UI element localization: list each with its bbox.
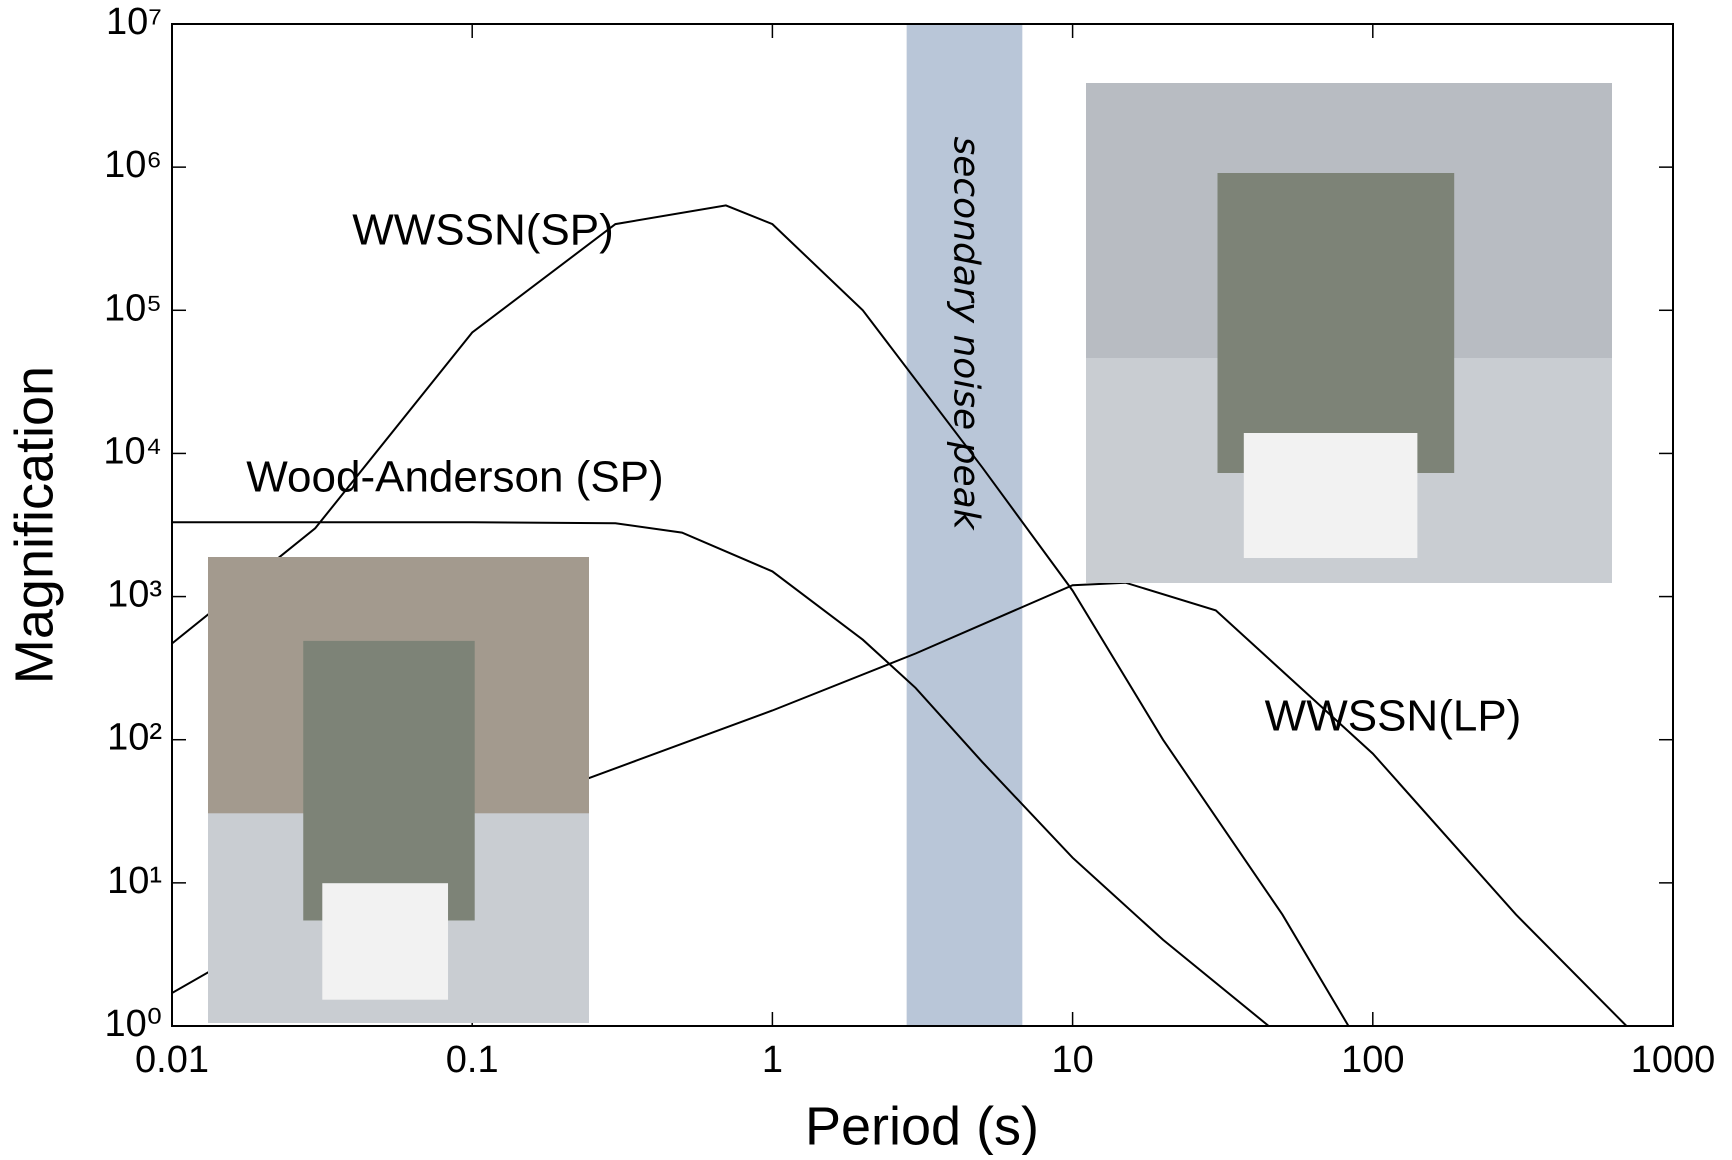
x-tick-label: 0.1 <box>446 1039 499 1081</box>
photo-instrument <box>303 641 474 921</box>
x-tick-label: 1 <box>762 1039 783 1081</box>
curve-label: WWSSN(SP) <box>352 206 614 255</box>
y-tick-label: 10² <box>107 717 162 759</box>
x-tick-label: 100 <box>1341 1039 1404 1081</box>
photo-instrument <box>1218 173 1455 473</box>
x-tick-label: 10 <box>1051 1039 1093 1081</box>
x-axis-label: Period (s) <box>805 1096 1039 1155</box>
page: Magnification Period (s) secondary noise… <box>0 0 1732 1155</box>
x-tick-label: 1000 <box>1631 1039 1716 1081</box>
photo-card <box>322 883 448 1000</box>
chart: Magnification Period (s) secondary noise… <box>0 0 1732 1155</box>
y-tick-label: 10⁷ <box>106 1 162 43</box>
y-tick-label: 10⁵ <box>104 287 162 329</box>
y-tick-label: 10⁰ <box>104 1003 162 1045</box>
y-tick-label: 10³ <box>107 574 162 616</box>
band-label: secondary noise peak <box>945 136 986 531</box>
x-tick-label: 0.01 <box>135 1039 209 1081</box>
curve-label: WWSSN(LP) <box>1265 692 1522 741</box>
y-axis-label: Magnification <box>4 366 64 684</box>
photo-card <box>1244 433 1418 558</box>
y-tick-label: 10⁶ <box>104 144 162 186</box>
curve-label: Wood-Anderson (SP) <box>246 453 663 502</box>
y-tick-label: 10¹ <box>107 860 162 902</box>
y-tick-label: 10⁴ <box>103 430 162 472</box>
